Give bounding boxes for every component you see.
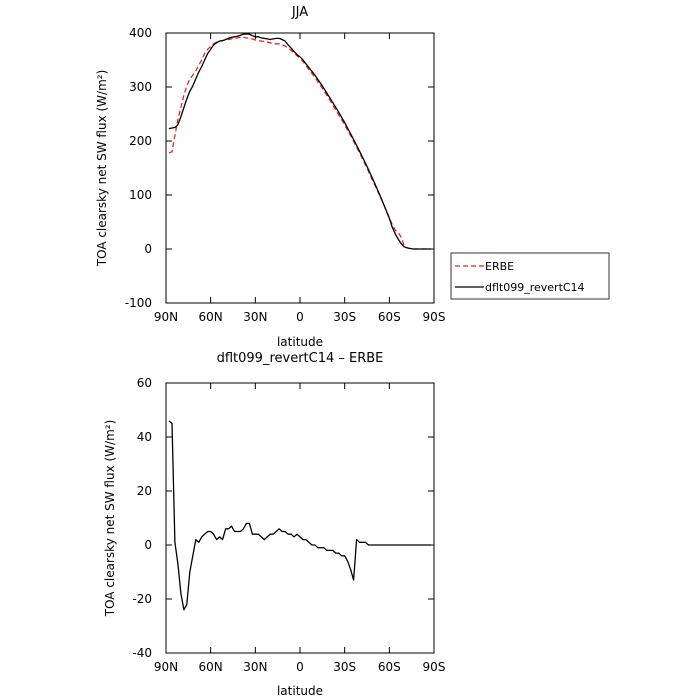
top-series-erbe-line <box>168 36 431 250</box>
top-chart-title: JJA <box>291 5 308 20</box>
top-y-tick-label: 200 <box>129 134 152 148</box>
panel-top-chart: JJA 90N 60N 30N 0 30S 60S 90S -100 0 100 200 300 400… <box>95 5 610 349</box>
bottom-x-tick-label: 0 <box>296 660 304 674</box>
bottom-x-tick-label: 90S <box>423 660 446 674</box>
top-chart-frame <box>165 32 435 304</box>
top-y-tick-label: -100 <box>125 296 152 310</box>
bottom-chart-xlabel: latitude <box>277 684 323 698</box>
top-x-tick-label: 90N <box>154 310 178 324</box>
top-x-tick-label: 60S <box>378 310 401 324</box>
top-x-tick-label: 30N <box>243 310 267 324</box>
bottom-x-tick-label: 30N <box>243 660 267 674</box>
top-series-dflt099-revertc14-line <box>168 33 431 250</box>
top-y-tick-label: 100 <box>129 188 152 202</box>
top-chart-ylabel: TOA clearsky net SW flux (W/m²) <box>95 70 109 268</box>
legend-label-dflt099-revertc14: dflt099_revertC14 <box>485 281 585 294</box>
bottom-x-tick-label: 30S <box>333 660 356 674</box>
bottom-y-tick-label: 40 <box>137 430 152 444</box>
legend-box <box>450 252 610 300</box>
top-x-tick-label: 90S <box>423 310 446 324</box>
top-y-tick-label: 0 <box>144 242 152 256</box>
bottom-x-tick-label: 60N <box>199 660 223 674</box>
top-x-tick-label: 30S <box>333 310 356 324</box>
legend-label-erbe: ERBE <box>485 260 514 273</box>
top-y-tick-label: 400 <box>129 26 152 40</box>
bottom-y-tick-label: 0 <box>144 538 152 552</box>
top-x-tick-label: 0 <box>296 310 304 324</box>
bottom-y-tick-label: 20 <box>137 484 152 498</box>
bottom-chart-title: dflt099_revertC14 – ERBE <box>217 351 384 366</box>
bottom-chart-plot-area: 90N 60N 30N 0 30S 60S 90S -40 -20 0 20 40 60 <box>132 376 445 674</box>
bottom-series-difference-line <box>168 420 431 611</box>
bottom-y-tick-label: -20 <box>132 592 152 606</box>
top-chart-xlabel: latitude <box>277 335 323 349</box>
bottom-y-tick-label: 60 <box>137 376 152 390</box>
bottom-x-tick-label: 90N <box>154 660 178 674</box>
panel-bottom-chart: dflt099_revertC14 – ERBE 90N 60N 30N 0 30S 60… <box>103 351 445 698</box>
bottom-chart-frame <box>165 382 435 654</box>
top-y-tick-label: 300 <box>129 80 152 94</box>
bottom-x-tick-label: 60S <box>378 660 401 674</box>
bottom-chart-ylabel: TOA clearsky net SW flux (W/m²) <box>103 420 117 618</box>
legend: ERBE dflt099_revertC14 <box>450 252 610 300</box>
top-x-tick-label: 60N <box>199 310 223 324</box>
top-chart-plot-area: 90N 60N 30N 0 30S 60S 90S -100 0 100 200 300 400 <box>125 26 446 324</box>
bottom-y-tick-label: -40 <box>132 646 152 660</box>
